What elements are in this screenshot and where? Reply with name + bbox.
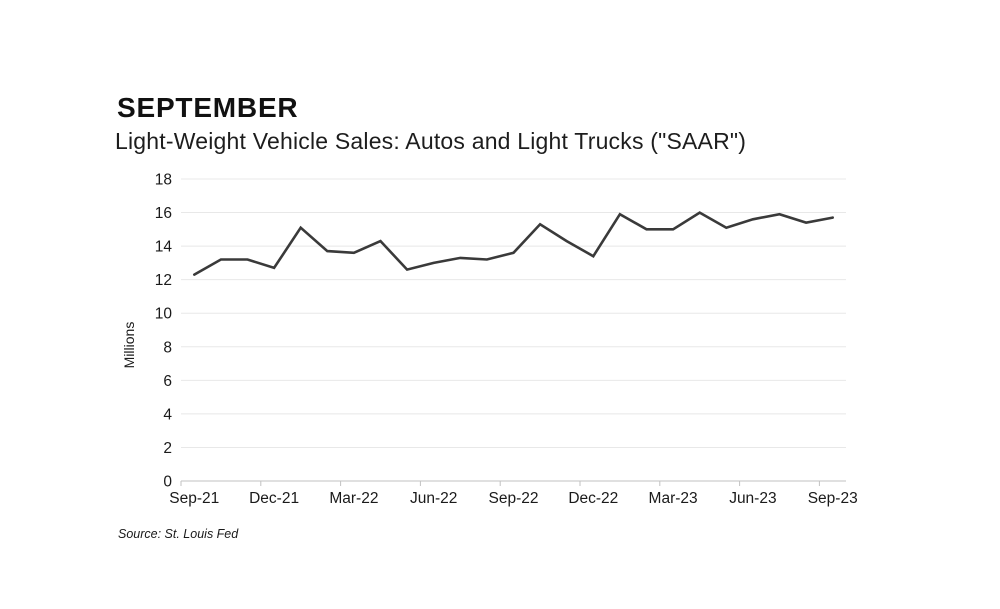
- x-tick-label: Dec-21: [249, 490, 299, 507]
- x-tick-label: Sep-22: [489, 490, 539, 507]
- y-tick-label: 8: [163, 339, 172, 356]
- y-tick-label: 12: [155, 272, 172, 289]
- y-tick-label: 14: [155, 239, 173, 256]
- chart-title: Light-Weight Vehicle Sales: Autos and Li…: [115, 128, 747, 154]
- vehicle-sales-line-series: [193, 211, 835, 276]
- x-tick-label: Sep-23: [808, 490, 858, 507]
- x-tick-label: Mar-22: [329, 490, 378, 507]
- chart-kicker: SEPTEMBER: [117, 92, 299, 123]
- chart-source: Source: St. Louis Fed: [118, 527, 239, 541]
- x-tick-label: Sep-21: [169, 490, 219, 507]
- x-tick-label: Dec-22: [568, 490, 618, 507]
- y-tick-label: 10: [155, 306, 173, 323]
- x-tick-label: Mar-23: [649, 490, 698, 507]
- y-axis-title: Millions: [121, 321, 137, 369]
- y-tick-label: 0: [163, 474, 172, 491]
- y-tick-label: 16: [155, 205, 172, 222]
- y-tick-label: 2: [163, 440, 172, 457]
- y-tick-label: 6: [163, 373, 172, 390]
- y-tick-label: 4: [163, 406, 172, 423]
- x-tick-label: Jun-22: [410, 490, 457, 507]
- x-tick-label: Jun-23: [729, 490, 776, 507]
- y-tick-label: 18: [155, 172, 172, 189]
